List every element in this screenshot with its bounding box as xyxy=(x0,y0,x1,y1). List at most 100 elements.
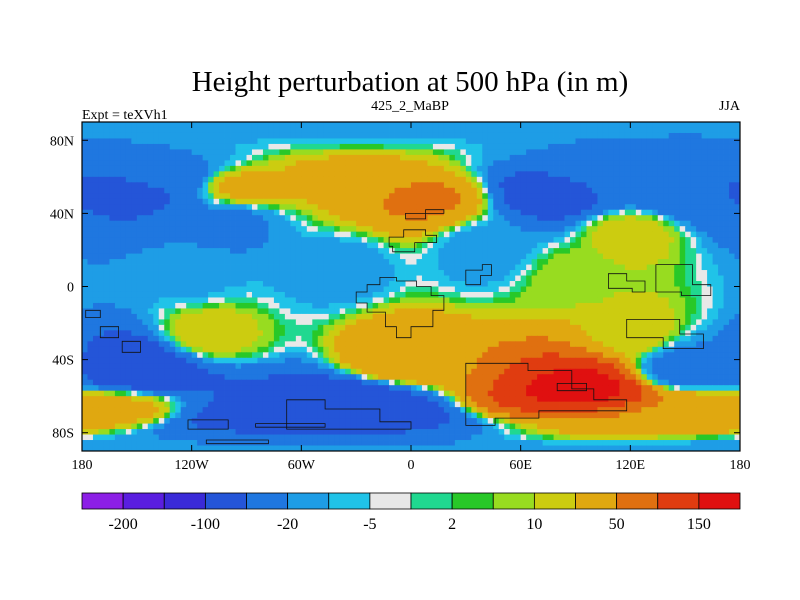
field-cell xyxy=(262,341,269,348)
field-cell xyxy=(608,226,615,233)
field-cell xyxy=(411,319,417,326)
field-cell xyxy=(460,231,467,238)
field-cell xyxy=(438,182,445,189)
field-cell xyxy=(690,226,697,233)
field-cell xyxy=(301,220,308,227)
field-cell xyxy=(520,275,527,282)
field-cell xyxy=(186,198,193,205)
field-cell xyxy=(449,346,456,353)
field-cell xyxy=(284,143,291,150)
field-cell xyxy=(668,198,675,205)
field-cell xyxy=(224,237,231,244)
field-cell xyxy=(169,171,176,178)
field-cell xyxy=(586,275,593,282)
field-cell xyxy=(153,176,160,183)
field-cell xyxy=(224,122,231,128)
field-cell xyxy=(734,198,741,205)
field-cell xyxy=(509,237,516,244)
field-cell xyxy=(690,286,697,293)
field-cell xyxy=(712,122,719,128)
field-cell xyxy=(498,143,505,150)
field-cell xyxy=(482,319,489,326)
field-cell xyxy=(367,330,374,337)
field-cell xyxy=(202,291,209,298)
field-cell xyxy=(197,143,204,150)
field-cell xyxy=(394,187,401,194)
field-cell xyxy=(663,122,670,128)
field-cell xyxy=(411,291,417,298)
field-cell xyxy=(421,313,428,320)
field-cell xyxy=(213,154,220,161)
field-cell xyxy=(251,319,258,326)
field-cell xyxy=(465,215,472,222)
field-cell xyxy=(378,165,384,172)
field-cell xyxy=(191,242,198,249)
field-cell xyxy=(443,302,450,309)
field-cell xyxy=(82,264,88,271)
field-cell xyxy=(312,143,319,150)
field-cell xyxy=(548,297,554,304)
field-cell xyxy=(367,297,374,304)
field-cell xyxy=(542,253,549,260)
field-cell xyxy=(147,242,154,249)
field-cell xyxy=(564,270,571,276)
field-cell xyxy=(224,187,231,194)
field-cell xyxy=(262,308,269,315)
field-cell xyxy=(580,165,587,172)
field-cell xyxy=(564,324,571,331)
field-cell xyxy=(685,286,692,293)
field-cell xyxy=(208,171,214,178)
field-cell xyxy=(608,160,615,167)
field-cell xyxy=(482,154,489,161)
field-cell xyxy=(663,270,670,276)
field-cell xyxy=(273,122,280,128)
field-cell xyxy=(674,165,681,172)
field-cell xyxy=(553,237,560,244)
field-cell xyxy=(570,204,576,211)
field-cell xyxy=(427,160,434,167)
field-cell xyxy=(718,270,724,276)
field-cell xyxy=(548,220,554,227)
field-cell xyxy=(323,171,330,178)
field-cell xyxy=(548,248,554,254)
field-cell xyxy=(449,198,456,205)
field-cell xyxy=(580,154,587,161)
field-cell xyxy=(164,335,171,342)
field-cell xyxy=(526,275,533,282)
field-cell xyxy=(98,132,105,139)
field-cell xyxy=(345,226,352,233)
field-cell xyxy=(460,209,467,216)
field-cell xyxy=(635,171,642,178)
field-cell xyxy=(718,297,724,304)
field-cell xyxy=(312,275,319,282)
field-cell xyxy=(98,154,105,161)
field-cell xyxy=(482,270,489,276)
field-cell xyxy=(487,176,494,183)
field-cell xyxy=(564,127,571,134)
field-cell xyxy=(251,171,258,178)
field-cell xyxy=(591,275,598,282)
field-cell xyxy=(734,160,741,167)
field-cell xyxy=(175,160,182,167)
field-cell xyxy=(169,324,176,331)
field-cell xyxy=(87,231,94,238)
field-cell xyxy=(317,346,324,353)
field-cell xyxy=(411,281,417,287)
field-cell xyxy=(553,198,560,205)
field-cell xyxy=(312,259,319,265)
field-cell xyxy=(416,341,423,348)
field-cell xyxy=(575,171,582,178)
field-cell xyxy=(383,237,390,244)
field-cell xyxy=(597,226,604,233)
field-cell xyxy=(219,259,225,265)
field-cell xyxy=(241,259,247,265)
field-cell xyxy=(295,259,302,265)
field-cell xyxy=(580,297,587,304)
field-cell xyxy=(608,182,615,189)
field-cell xyxy=(460,237,467,244)
field-cell xyxy=(257,220,264,227)
field-cell xyxy=(339,291,346,298)
field-cell xyxy=(169,259,176,265)
field-cell xyxy=(707,138,713,145)
field-cell xyxy=(87,138,94,145)
